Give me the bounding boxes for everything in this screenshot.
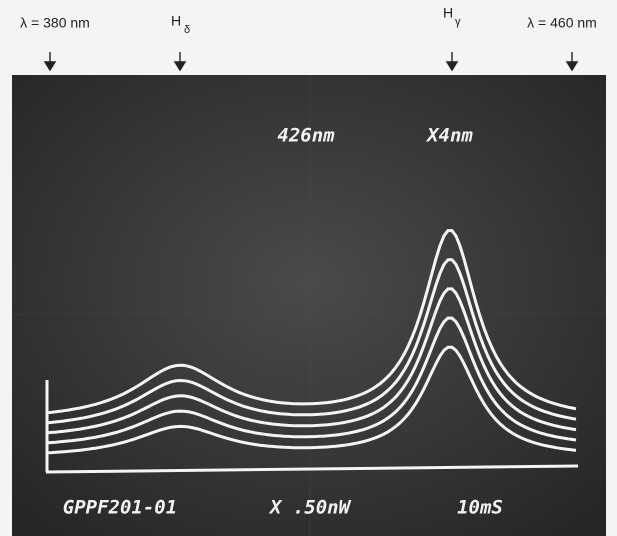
spectrum-trace — [47, 345, 577, 455]
wavelength-end-label: λ = 460 nm — [527, 15, 597, 31]
screen-scale: X .50nW — [268, 497, 352, 519]
baseline-trace — [45, 464, 579, 474]
wavelength-start-label: λ = 380 nm — [20, 15, 90, 31]
screen-center-wavelength: 426nm — [277, 125, 335, 147]
h-gamma-label: H — [443, 5, 453, 21]
screen-id: GPPF201-01 — [63, 497, 177, 519]
spectrum-trace — [47, 287, 577, 435]
graticule — [12, 75, 606, 536]
spectrum-trace — [47, 316, 577, 445]
h-delta-label: H — [171, 13, 181, 29]
spectrum-trace — [47, 228, 577, 415]
h-gamma-subscript: γ — [455, 16, 461, 28]
screen — [12, 75, 606, 536]
traces — [47, 228, 577, 455]
screen-span: X4nm — [425, 125, 473, 147]
spectrum-trace — [47, 258, 577, 425]
h-delta-subscript: δ — [184, 24, 190, 36]
arrows — [43, 52, 579, 72]
screen-time: 10mS — [457, 497, 503, 519]
